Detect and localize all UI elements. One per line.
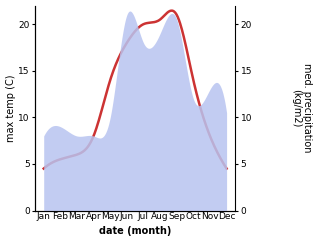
Y-axis label: med. precipitation
(kg/m2): med. precipitation (kg/m2) [291, 63, 313, 153]
Y-axis label: max temp (C): max temp (C) [5, 74, 16, 142]
X-axis label: date (month): date (month) [99, 227, 171, 236]
